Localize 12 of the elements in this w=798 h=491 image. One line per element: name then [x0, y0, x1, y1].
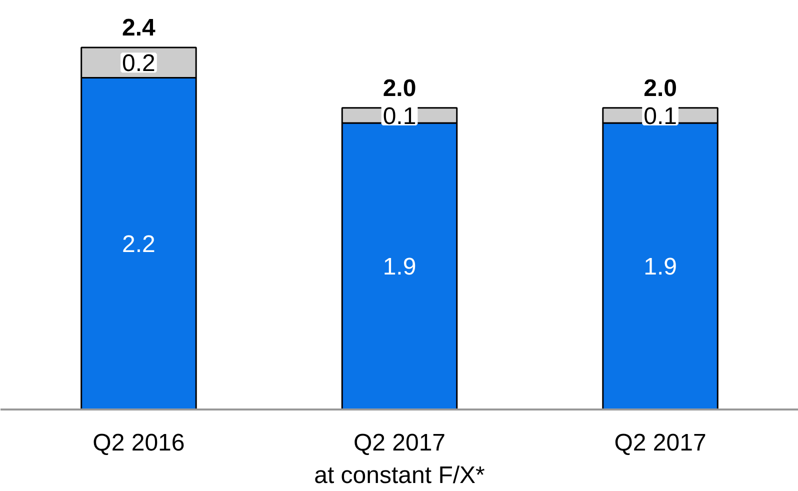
data-label: 0.1 [644, 102, 677, 130]
data-label: 1.9 [382, 254, 416, 281]
data-label: 0.1 [382, 102, 416, 130]
data-label: 2.2 [122, 231, 156, 258]
total-label: 2.0 [382, 74, 416, 102]
x-tick-label: Q2 2017 at constant F/X* [314, 430, 485, 489]
data-label: 0.2 [122, 50, 156, 78]
x-tick-label: Q2 2017 [614, 430, 706, 456]
total-label: 2.0 [644, 74, 677, 102]
x-tick-label: Q2 2016 [92, 430, 185, 456]
data-label: 1.9 [644, 254, 677, 281]
total-label: 2.4 [122, 14, 156, 42]
